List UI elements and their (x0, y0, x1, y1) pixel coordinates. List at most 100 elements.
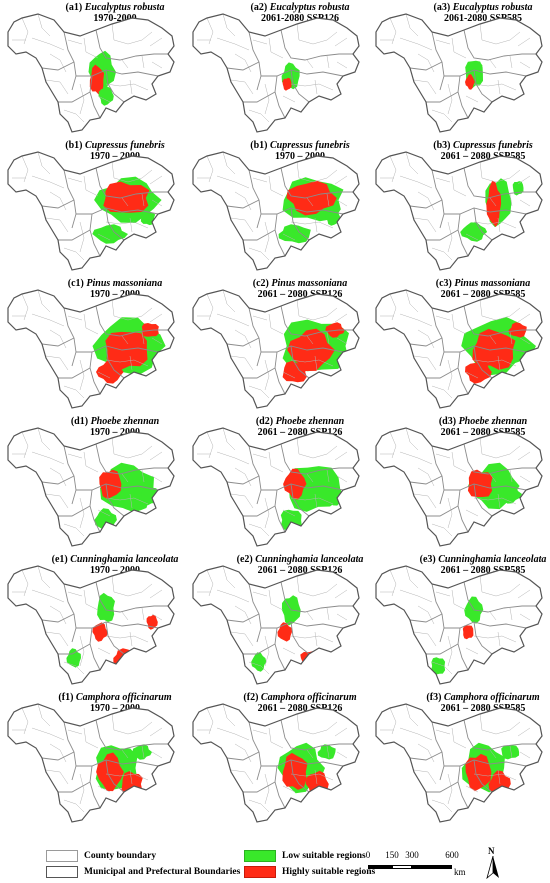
municipal-boundary (41, 199, 75, 209)
province-fill (376, 566, 542, 684)
county-boundary (465, 509, 479, 517)
municipal-boundary (463, 305, 536, 337)
municipal-boundary (41, 751, 75, 761)
county-boundary (268, 37, 284, 59)
municipal-boundary (226, 61, 260, 71)
county-boundary (67, 177, 83, 183)
municipal-boundary (95, 719, 168, 751)
municipal-boundary (89, 489, 101, 533)
scale-bar: 0 150 300 600 km (366, 850, 470, 880)
municipal-boundary (457, 351, 469, 395)
suitability-map (192, 565, 360, 685)
legend-county-label: County boundary (84, 851, 157, 861)
county-boundary (230, 355, 254, 371)
county-boundary (121, 611, 129, 621)
municipal-boundary (409, 475, 443, 485)
panel-title: (c2) Pinus massoniana 2061 – 2080 SSP126 (252, 278, 348, 300)
map-panel-e3: (e3) Cunninghamia lanceolata 2061 – 2080 … (368, 552, 548, 688)
county-boundary (517, 727, 531, 737)
county-boundary (497, 769, 501, 785)
county-boundary (37, 703, 51, 727)
map-panel-a3: (a3) Eucalyptus robusta 2061-2080 SSP585 (368, 0, 548, 136)
municipal-boundary (290, 69, 310, 103)
high-suitable-region (286, 180, 337, 216)
county-boundary (49, 467, 67, 487)
species-name: Cunninghamia lanceolata (70, 554, 179, 565)
panel-title: (a2) Eucalyptus robusta 2061-2080 SSP126 (250, 2, 350, 24)
panel-title: (e1) Cunninghamia lanceolata 1970 – 2000 (51, 554, 179, 576)
county-boundary (479, 437, 521, 459)
county-boundary (473, 83, 517, 91)
low-suitable-region (251, 652, 267, 672)
municipal-boundary (243, 643, 276, 655)
county-boundary (129, 217, 133, 233)
county-boundary (79, 773, 85, 805)
county-boundary (306, 473, 314, 483)
panel-id: d3 (442, 416, 453, 427)
county-boundary (306, 59, 314, 69)
county-boundary (151, 613, 163, 621)
high-suitable-region (282, 77, 292, 91)
province-outline (375, 427, 543, 547)
province-fill (193, 290, 359, 408)
county-boundary (489, 197, 497, 207)
municipal-boundary (457, 489, 469, 533)
province-outline (192, 427, 360, 547)
county-boundary (479, 23, 521, 45)
county-boundary (497, 355, 501, 371)
county-boundary (216, 589, 250, 603)
county-boundary (306, 611, 314, 621)
county-boundary (216, 451, 250, 465)
map-panel-b3: (b3) Cupressus funebris 2061 – 2080 SSP58… (368, 138, 548, 274)
county-boundary (306, 335, 314, 345)
county-boundary (222, 13, 236, 37)
county-boundary (405, 13, 419, 37)
county-boundary (45, 769, 69, 785)
county-boundary (49, 605, 67, 625)
municipal-boundary (463, 167, 536, 199)
county-boundary (49, 191, 67, 211)
low-suitable-region (460, 222, 488, 242)
county-boundary (222, 565, 236, 589)
county-boundary (479, 161, 521, 183)
municipal-boundary (226, 475, 260, 485)
map-panel-a1: (a1) Eucalyptus robusta 1970-2000 (0, 0, 180, 136)
scale-tick-0: 0 (365, 850, 371, 860)
county-boundary (67, 453, 83, 459)
species-name: Pinus massoniana (271, 278, 348, 289)
high-suitable-region (99, 469, 122, 500)
map-panel-c2: (c2) Pinus massoniana 2061 – 2080 SSP126 (185, 276, 365, 412)
panel-title: (d2) Phoebe zhennan 2061 – 2080 SSP126 (255, 416, 345, 438)
county-boundary (489, 335, 497, 345)
panel-id: d2 (259, 416, 270, 427)
county-boundary (97, 95, 111, 103)
county-boundary (97, 785, 111, 793)
municipal-boundary (444, 621, 527, 629)
county-boundary (121, 197, 129, 207)
species-name: Cupressus funebris (84, 140, 165, 151)
municipal-boundary (473, 207, 493, 241)
county-boundary (336, 751, 348, 759)
municipal-boundary (457, 213, 469, 257)
high-suitable-region (105, 331, 148, 370)
county-boundary (447, 497, 453, 529)
county-boundary (282, 509, 296, 517)
scale-tick-600: 600 (445, 850, 459, 860)
county-boundary (97, 509, 111, 517)
municipal-boundary (280, 29, 353, 61)
municipal-boundary (243, 505, 276, 517)
county-boundary (489, 473, 497, 483)
panel-id: a1 (68, 2, 79, 13)
county-boundary (326, 331, 330, 345)
suitability-map (192, 151, 360, 271)
municipal-boundary (290, 483, 310, 517)
municipal-boundary (426, 229, 459, 241)
panel-title: (f3) Camphora officinarum 2061 – 2080 SSP… (426, 692, 540, 714)
county-boundary (105, 221, 149, 229)
county-boundary (413, 631, 437, 647)
county-boundary (435, 729, 451, 735)
county-boundary (509, 469, 513, 483)
municipal-boundary (473, 483, 493, 517)
county-boundary (334, 37, 348, 47)
high-suitable-region (465, 74, 475, 90)
